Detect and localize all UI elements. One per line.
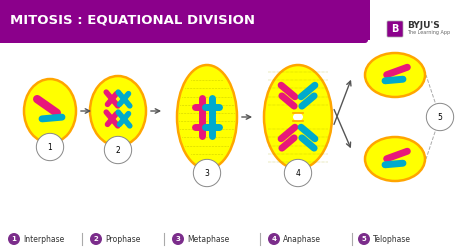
Ellipse shape: [365, 53, 425, 97]
Text: Metaphase: Metaphase: [187, 235, 229, 244]
Text: 5: 5: [362, 236, 366, 242]
Text: 4: 4: [272, 236, 276, 242]
Text: The Learning App: The Learning App: [407, 29, 450, 35]
Text: 2: 2: [116, 145, 120, 154]
Text: MITOSIS : EQUATIONAL DIVISION: MITOSIS : EQUATIONAL DIVISION: [10, 13, 255, 26]
Ellipse shape: [293, 113, 303, 121]
Ellipse shape: [90, 76, 146, 146]
Circle shape: [172, 233, 184, 245]
FancyBboxPatch shape: [0, 0, 370, 40]
Text: BYJU'S: BYJU'S: [407, 20, 440, 29]
Ellipse shape: [177, 65, 237, 169]
FancyBboxPatch shape: [387, 21, 403, 37]
FancyBboxPatch shape: [0, 0, 368, 43]
Text: 2: 2: [94, 236, 99, 242]
Text: 3: 3: [205, 169, 210, 178]
Text: Telophase: Telophase: [373, 235, 411, 244]
Text: Anaphase: Anaphase: [283, 235, 321, 244]
Ellipse shape: [365, 137, 425, 181]
Ellipse shape: [264, 65, 332, 169]
Circle shape: [268, 233, 280, 245]
Ellipse shape: [24, 79, 76, 143]
Circle shape: [8, 233, 20, 245]
Text: Interphase: Interphase: [23, 235, 64, 244]
Circle shape: [358, 233, 370, 245]
Text: Prophase: Prophase: [105, 235, 140, 244]
Text: 1: 1: [47, 142, 52, 151]
Text: B: B: [392, 24, 399, 34]
Text: 1: 1: [11, 236, 17, 242]
Text: 3: 3: [175, 236, 181, 242]
Text: 5: 5: [438, 113, 442, 122]
Text: 4: 4: [296, 169, 301, 178]
Circle shape: [90, 233, 102, 245]
